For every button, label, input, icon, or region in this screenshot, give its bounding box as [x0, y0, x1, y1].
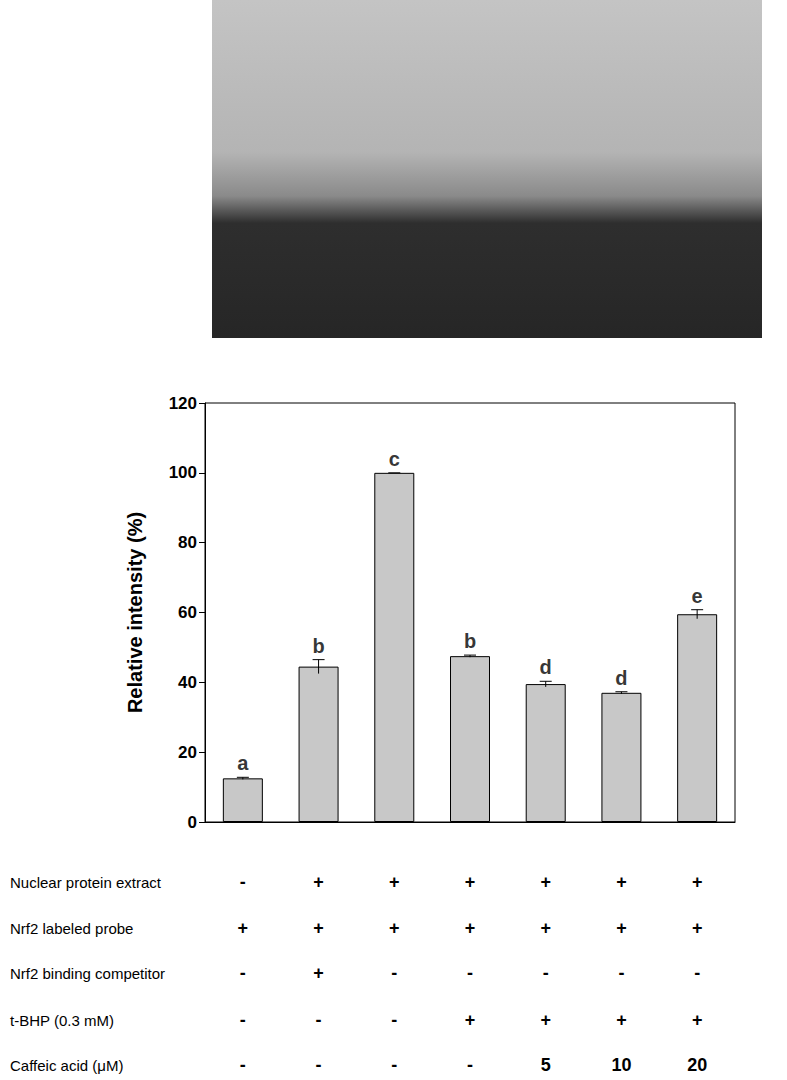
svg-text:40: 40 — [178, 673, 197, 692]
svg-text:d: d — [615, 667, 627, 689]
svg-text:120: 120 — [169, 394, 197, 413]
svg-text:Relative intensity (%): Relative intensity (%) — [124, 512, 146, 713]
svg-text:a: a — [237, 752, 249, 774]
html-text:t-BHP (0.3 mM): t-BHP (0.3 mM) — [10, 1011, 114, 1029]
svg-text:e: e — [692, 585, 703, 607]
svg-text:80: 80 — [178, 533, 197, 552]
html-text:20: 20 — [687, 1054, 708, 1075]
html-text:10: 10 — [611, 1054, 632, 1075]
html-text:Nrf2 binding competitor: Nrf2 binding competitor — [10, 964, 166, 982]
svg-text:0: 0 — [188, 813, 197, 832]
html-text:Nrf2 labeled probe: Nrf2 labeled probe — [10, 919, 134, 937]
html-text:Nuclear protein extract: Nuclear protein extract — [10, 873, 161, 891]
html-text:5: 5 — [540, 1054, 551, 1075]
svg-text:c: c — [389, 448, 400, 470]
svg-text:b: b — [312, 635, 324, 657]
svg-text:60: 60 — [178, 603, 197, 622]
html-text:Caffeic acid (μM): Caffeic acid (μM) — [10, 1056, 124, 1074]
svg-text:b: b — [464, 630, 476, 652]
svg-text:d: d — [540, 656, 552, 678]
svg-text:20: 20 — [178, 743, 197, 762]
svg-text:100: 100 — [169, 463, 197, 482]
